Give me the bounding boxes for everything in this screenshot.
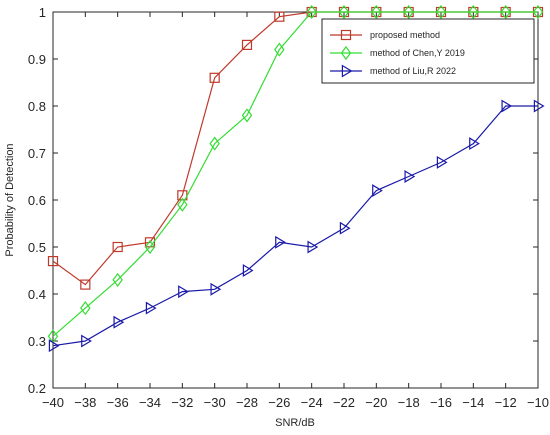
x-tick-label: −32 (171, 395, 193, 410)
y-axis-label: Probability of Detection (4, 143, 16, 256)
data-point (48, 339, 60, 353)
data-point (275, 235, 286, 249)
data-point (80, 279, 91, 290)
x-tick-label: −28 (236, 395, 258, 410)
data-point (500, 4, 511, 20)
x-tick-label: −18 (398, 395, 420, 410)
x-tick-label: −40 (42, 395, 64, 410)
x-tick-label: −30 (204, 395, 226, 410)
data-point (436, 155, 448, 169)
series-line (52, 11, 538, 337)
legend-marker (340, 29, 352, 41)
y-tick-label: 0.6 (28, 193, 46, 208)
data-point (241, 39, 253, 51)
data-point (112, 241, 123, 253)
series-line (52, 105, 538, 347)
x-tick-label: −34 (139, 395, 161, 410)
data-point (242, 264, 254, 277)
y-tick-label: 0.7 (28, 146, 46, 161)
y-tick-label: 0.3 (28, 334, 46, 349)
series-2 (47, 4, 544, 344)
data-point (338, 4, 350, 20)
data-point (209, 136, 220, 151)
data-point (112, 272, 123, 287)
data-point (274, 11, 285, 22)
x-tick-label: −10 (527, 395, 549, 410)
data-point (274, 42, 285, 57)
ticks-layer: −40 −38 −36 −34 −32 −30 −28 −26 −24 −22 −20 −18 −16−… (28, 5, 549, 410)
data-point (210, 282, 222, 296)
data-point (533, 99, 545, 113)
data-point (468, 4, 479, 20)
data-point (145, 301, 157, 315)
data-point (372, 184, 383, 198)
series-3 (48, 99, 545, 353)
y-tick-label: 0.8 (28, 99, 46, 114)
x-tick-label: −36 (107, 395, 129, 410)
x-tick-label: −22 (333, 395, 355, 410)
data-point (144, 239, 156, 255)
data-point (177, 197, 188, 212)
legend: proposed method method of Chen,Y 2019 meth… (321, 18, 535, 84)
data-point (241, 108, 253, 123)
series-layer (47, 4, 545, 353)
x-tick-label: −20 (365, 395, 387, 410)
data-point (306, 4, 317, 20)
x-tick-label: −38 (74, 395, 96, 410)
data-point (501, 99, 513, 113)
data-point (307, 240, 319, 254)
legend-marker (341, 64, 353, 78)
x-tick-label: −24 (301, 395, 323, 410)
y-tick-label: 0.5 (28, 240, 46, 255)
legend-label: method of Liu,R 2022 (370, 66, 456, 76)
y-tick-label: 0.4 (28, 287, 46, 302)
y-tick-label: 0.9 (28, 52, 46, 67)
data-point (178, 285, 189, 299)
data-point (339, 221, 351, 235)
data-point (469, 137, 480, 151)
data-point (113, 315, 125, 329)
legend-marker (340, 45, 352, 61)
legend-label: method of Chen,Y 2019 (370, 48, 465, 58)
data-point (404, 170, 416, 183)
y-tick-label: 0.2 (28, 381, 46, 396)
legend-box (321, 18, 535, 84)
x-tick-label: −14 (462, 395, 484, 410)
x-axis-label: SNR/dB (275, 417, 315, 429)
data-point (81, 334, 92, 348)
data-point (403, 4, 414, 20)
data-point (209, 72, 220, 83)
data-point (371, 4, 382, 20)
x-tick-label: −26 (268, 395, 290, 410)
x-tick-label: −12 (495, 395, 517, 410)
data-point (80, 301, 91, 316)
data-point (435, 4, 447, 20)
legend-label: proposed method (370, 30, 440, 40)
y-tick-label: 1 (39, 5, 46, 20)
data-point (47, 256, 59, 267)
data-point (532, 4, 544, 20)
x-tick-label: −16 (430, 395, 452, 410)
